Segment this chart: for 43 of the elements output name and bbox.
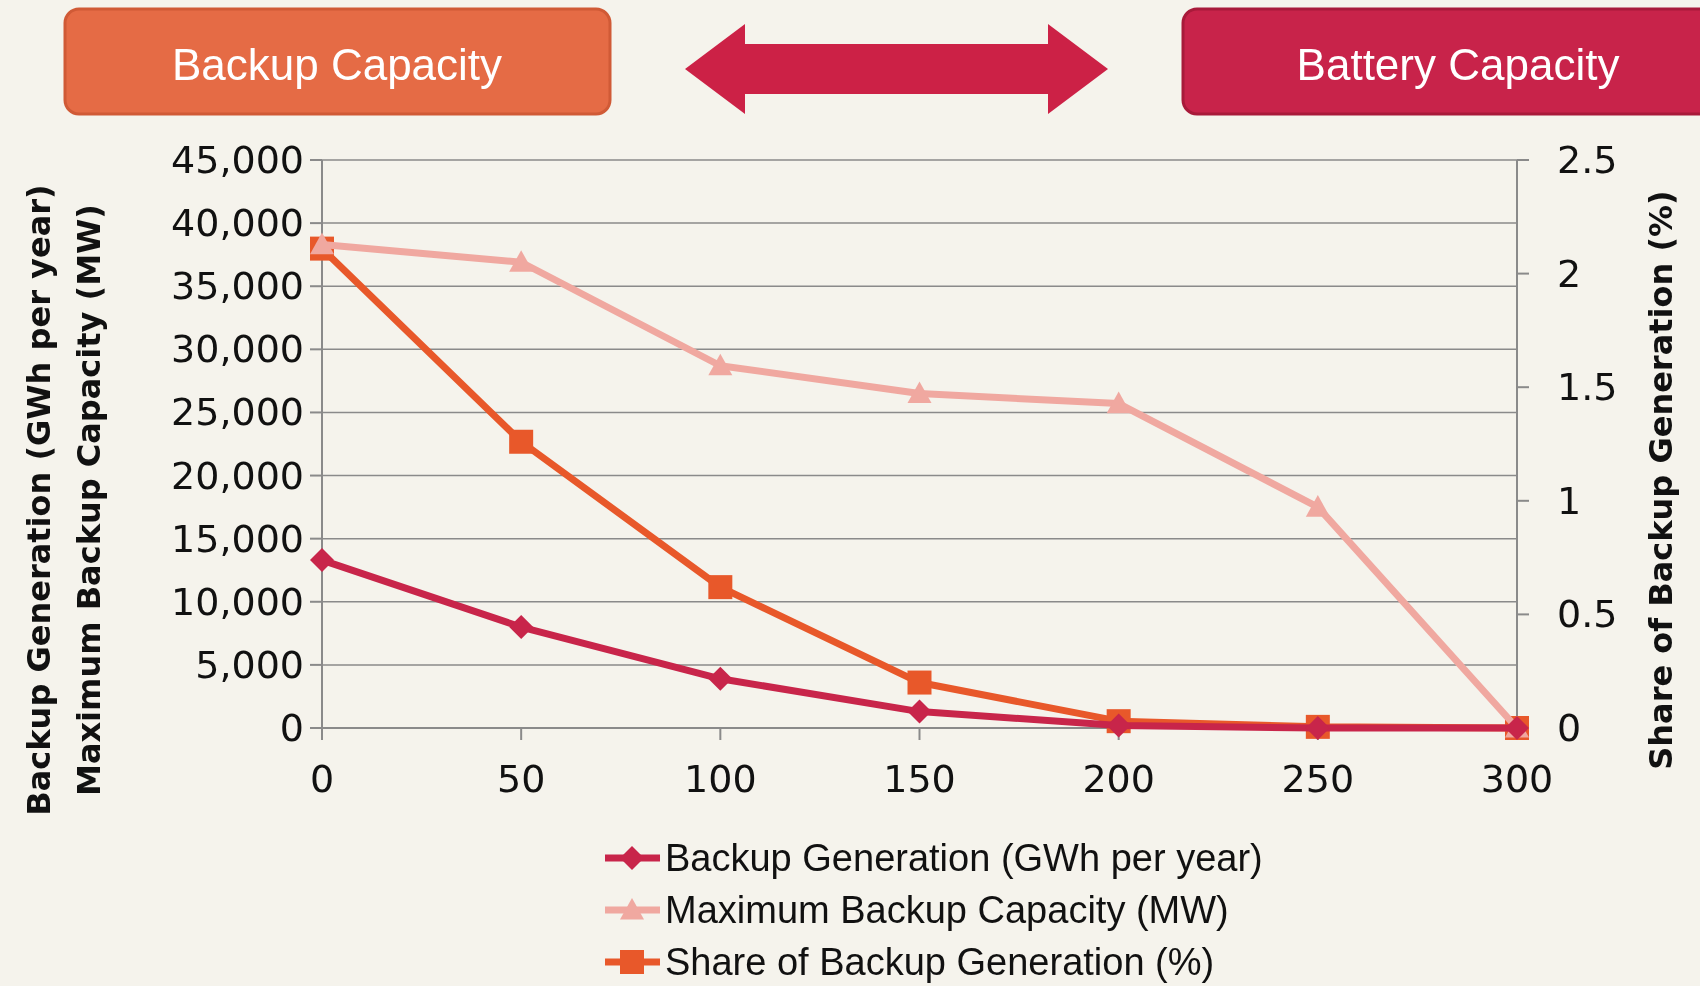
x-tick-label: 50 (496, 757, 546, 801)
y-tick-label: 15,000 (171, 516, 304, 561)
x-tick-label: 250 (1281, 757, 1355, 801)
x-tick-label: 150 (883, 757, 956, 801)
y-tick-label: 30,000 (171, 327, 304, 372)
x-tick-label: 200 (1082, 757, 1155, 801)
y-tick-label: 40,000 (171, 201, 304, 246)
y-tick-label: 10,000 (171, 579, 304, 624)
y2-tick-label: 2.5 (1557, 138, 1618, 182)
point (310, 548, 334, 573)
point (509, 250, 534, 272)
y2-tick-label: 1 (1557, 478, 1582, 523)
y-tick-label: 25,000 (171, 390, 304, 435)
y2-tick-label: 1.5 (1557, 365, 1618, 410)
point (1106, 391, 1131, 414)
y-tick-label: 35,000 (171, 264, 304, 309)
point (509, 429, 534, 454)
y2-tick-label: 2 (1557, 251, 1582, 296)
y-tick-label: 5,000 (195, 642, 304, 687)
point (708, 353, 733, 376)
legend-label: Backup Generation (GWh per year) (665, 837, 1263, 879)
point (1305, 495, 1330, 517)
point (907, 670, 932, 695)
point (310, 232, 334, 255)
point (509, 615, 534, 640)
y-tick-label: 45,000 (171, 138, 304, 182)
y-tick-label: 20,000 (171, 453, 304, 498)
legend-label: Share of Backup Generation (%) (665, 941, 1215, 983)
x-tick-label: 100 (684, 757, 757, 801)
point (907, 699, 932, 724)
y2-tick-label: 0.5 (1557, 592, 1618, 637)
legend-label: Maximum Backup Capacity (MW) (665, 889, 1229, 931)
text: Backup Capacity (171, 39, 503, 89)
text: Battery Capacity (1296, 39, 1620, 89)
point (708, 575, 733, 600)
point (708, 666, 733, 691)
y-axis-title: Backup Generation (GWh per year) Maximum Backup Capacity (MW) (20, 184, 108, 816)
y-tick-label: 0 (279, 706, 304, 750)
point (907, 381, 932, 404)
x-tick-label: 0 (309, 757, 335, 801)
y2-axis-title: Share of Backup Generation (%) (1642, 190, 1680, 770)
y2-tick-label: 0 (1557, 706, 1582, 750)
x-tick-label: 300 (1480, 757, 1554, 801)
